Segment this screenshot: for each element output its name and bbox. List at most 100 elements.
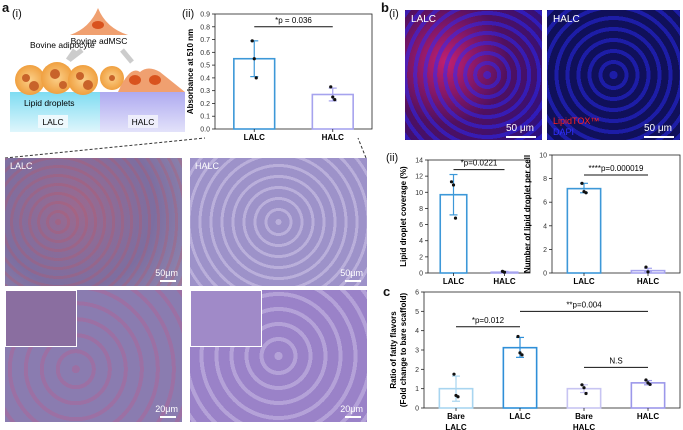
significance-label: N.S bbox=[609, 356, 622, 365]
significance-label: *p=0.0221 bbox=[461, 159, 498, 168]
significance-label: *p=0.012 bbox=[472, 316, 505, 325]
y-tick-label: 0.7 bbox=[200, 37, 210, 44]
x-tick-label: HALC bbox=[573, 423, 595, 430]
data-point bbox=[518, 351, 522, 355]
x-tick-label: LALC bbox=[244, 133, 266, 142]
y-tick-label: 10 bbox=[415, 190, 423, 197]
panel-label-b-i: (i) bbox=[389, 8, 399, 20]
data-point bbox=[516, 334, 520, 339]
y-axis-label-2: (Fold change to bare scaffold) bbox=[399, 293, 408, 408]
y-tick-label: 4 bbox=[415, 328, 419, 335]
data-point bbox=[582, 386, 586, 390]
y-tick-label: 0.9 bbox=[200, 12, 210, 19]
y-tick-label: 0.3 bbox=[200, 88, 210, 95]
chart-a_ii: 0.0 0.1 0.2 0.3 0.4 0.5 0.6 0.7 0.8 0.9 Absorbance… bbox=[186, 12, 373, 142]
panel-label-b-ii: (ii) bbox=[386, 152, 399, 164]
scale-bar-label: 50μm bbox=[155, 268, 178, 278]
y-tick-label: 3 bbox=[415, 348, 419, 355]
inset-image bbox=[5, 290, 77, 347]
scale-bar-label: 20μm bbox=[155, 404, 178, 414]
scale-bar-label: 50μm bbox=[340, 268, 363, 278]
y-tick-label: 2 bbox=[415, 367, 419, 374]
adipocyte-label: Bovine adipocyte bbox=[30, 40, 95, 50]
data-point bbox=[644, 265, 648, 269]
x-tick-label: HALC bbox=[322, 133, 344, 142]
chart-b_ii_2: 0 2 4 6 8 10 Number of lipid droplet per cell L… bbox=[523, 153, 681, 286]
y-tick-label: 2 bbox=[543, 247, 547, 254]
y-tick-label: 6 bbox=[543, 200, 547, 207]
chart-b_ii_1: 0 2 4 6 8 10 12 14 Lipid droplet coverage (%) LAL… bbox=[399, 158, 531, 286]
significance-label: ****p=0.000019 bbox=[589, 164, 644, 173]
x-tick-label: LALC bbox=[573, 277, 595, 286]
bar-halc bbox=[630, 382, 666, 409]
scale-bar bbox=[644, 136, 674, 138]
y-tick-label: 5 bbox=[415, 309, 419, 316]
panel-label-a-i: (i) bbox=[12, 8, 22, 20]
scale-bar-label: 50 μm bbox=[644, 123, 672, 134]
fluorescence-halc: HALC LipidTOX™ DAPI 50 μm bbox=[547, 10, 680, 140]
y-tick-label: 8 bbox=[419, 206, 423, 213]
data-point bbox=[502, 270, 507, 274]
y-tick-label: 2 bbox=[419, 254, 423, 261]
data-point bbox=[449, 180, 454, 184]
x-tick-label: HALC bbox=[637, 412, 659, 421]
panel-label-a: a bbox=[2, 0, 10, 15]
panel-label-a-ii: (ii) bbox=[182, 8, 195, 20]
y-tick-label: 8 bbox=[543, 176, 547, 183]
inset-image bbox=[190, 290, 262, 347]
droplets-label: Lipid droplets bbox=[24, 98, 75, 108]
fluorescence-lalc: LALC 50 μm bbox=[405, 10, 542, 140]
y-tick-label: 1 bbox=[415, 386, 419, 393]
y-axis-label: Number of lipid droplet per cell bbox=[523, 155, 532, 273]
y-tick-label: 0.6 bbox=[200, 50, 210, 57]
zoom-guide-lines bbox=[4, 137, 367, 159]
image-label: LALC bbox=[411, 14, 437, 25]
y-axis-label: Ratio of fatty flavors bbox=[389, 311, 398, 389]
data-point bbox=[254, 76, 258, 80]
y-tick-label: 0 bbox=[419, 271, 423, 278]
y-tick-label: 0.2 bbox=[200, 101, 210, 108]
legend-dapi: DAPI bbox=[553, 127, 575, 137]
y-tick-label: 14 bbox=[415, 158, 423, 165]
arrow-left-icon bbox=[65, 48, 84, 62]
y-tick-label: 0 bbox=[543, 271, 547, 278]
y-tick-label: 0.4 bbox=[200, 75, 210, 82]
plot-frame bbox=[427, 159, 531, 274]
scale-bar-label: 50 μm bbox=[506, 123, 534, 134]
x-tick-label: Bare bbox=[447, 412, 465, 421]
data-point bbox=[453, 216, 458, 220]
y-tick-label: 10 bbox=[539, 153, 547, 160]
image-label: HALC bbox=[553, 14, 580, 25]
significance-label: **p=0.004 bbox=[566, 300, 602, 309]
y-tick-label: 0.1 bbox=[200, 114, 210, 121]
lalc-substrate-label: LALC bbox=[42, 117, 63, 127]
micrograph-lalc-zoomed: 20μm bbox=[5, 290, 182, 422]
plot-frame bbox=[214, 13, 373, 130]
data-point bbox=[644, 378, 648, 382]
micrograph-halc-zoomed: 20μm bbox=[190, 290, 367, 422]
data-point bbox=[451, 183, 456, 187]
data-point bbox=[331, 95, 335, 99]
y-tick-label: 0.8 bbox=[200, 24, 210, 31]
data-point bbox=[333, 98, 337, 102]
y-tick-label: 4 bbox=[419, 238, 423, 245]
y-tick-label: 0 bbox=[415, 406, 419, 413]
data-point bbox=[580, 383, 584, 387]
y-tick-label: 0.5 bbox=[200, 63, 210, 70]
data-point bbox=[648, 382, 652, 387]
data-point bbox=[452, 372, 456, 376]
data-point bbox=[580, 181, 584, 185]
msc-nucleus bbox=[92, 21, 104, 29]
scale-bar bbox=[506, 136, 536, 138]
scale-bar bbox=[160, 416, 176, 418]
data-point bbox=[250, 39, 254, 43]
y-tick-label: 4 bbox=[543, 223, 547, 230]
panel-label-c: c bbox=[383, 284, 391, 299]
y-axis-label: Lipid droplet coverage (%) bbox=[399, 166, 408, 267]
y-axis-label: Absorbance at 510 nm bbox=[186, 29, 195, 114]
micrograph-lalc: LALC 50μm bbox=[5, 158, 182, 286]
x-tick-label: HALC bbox=[493, 277, 515, 286]
panel-label-b: b bbox=[381, 0, 389, 15]
data-point bbox=[584, 191, 588, 195]
